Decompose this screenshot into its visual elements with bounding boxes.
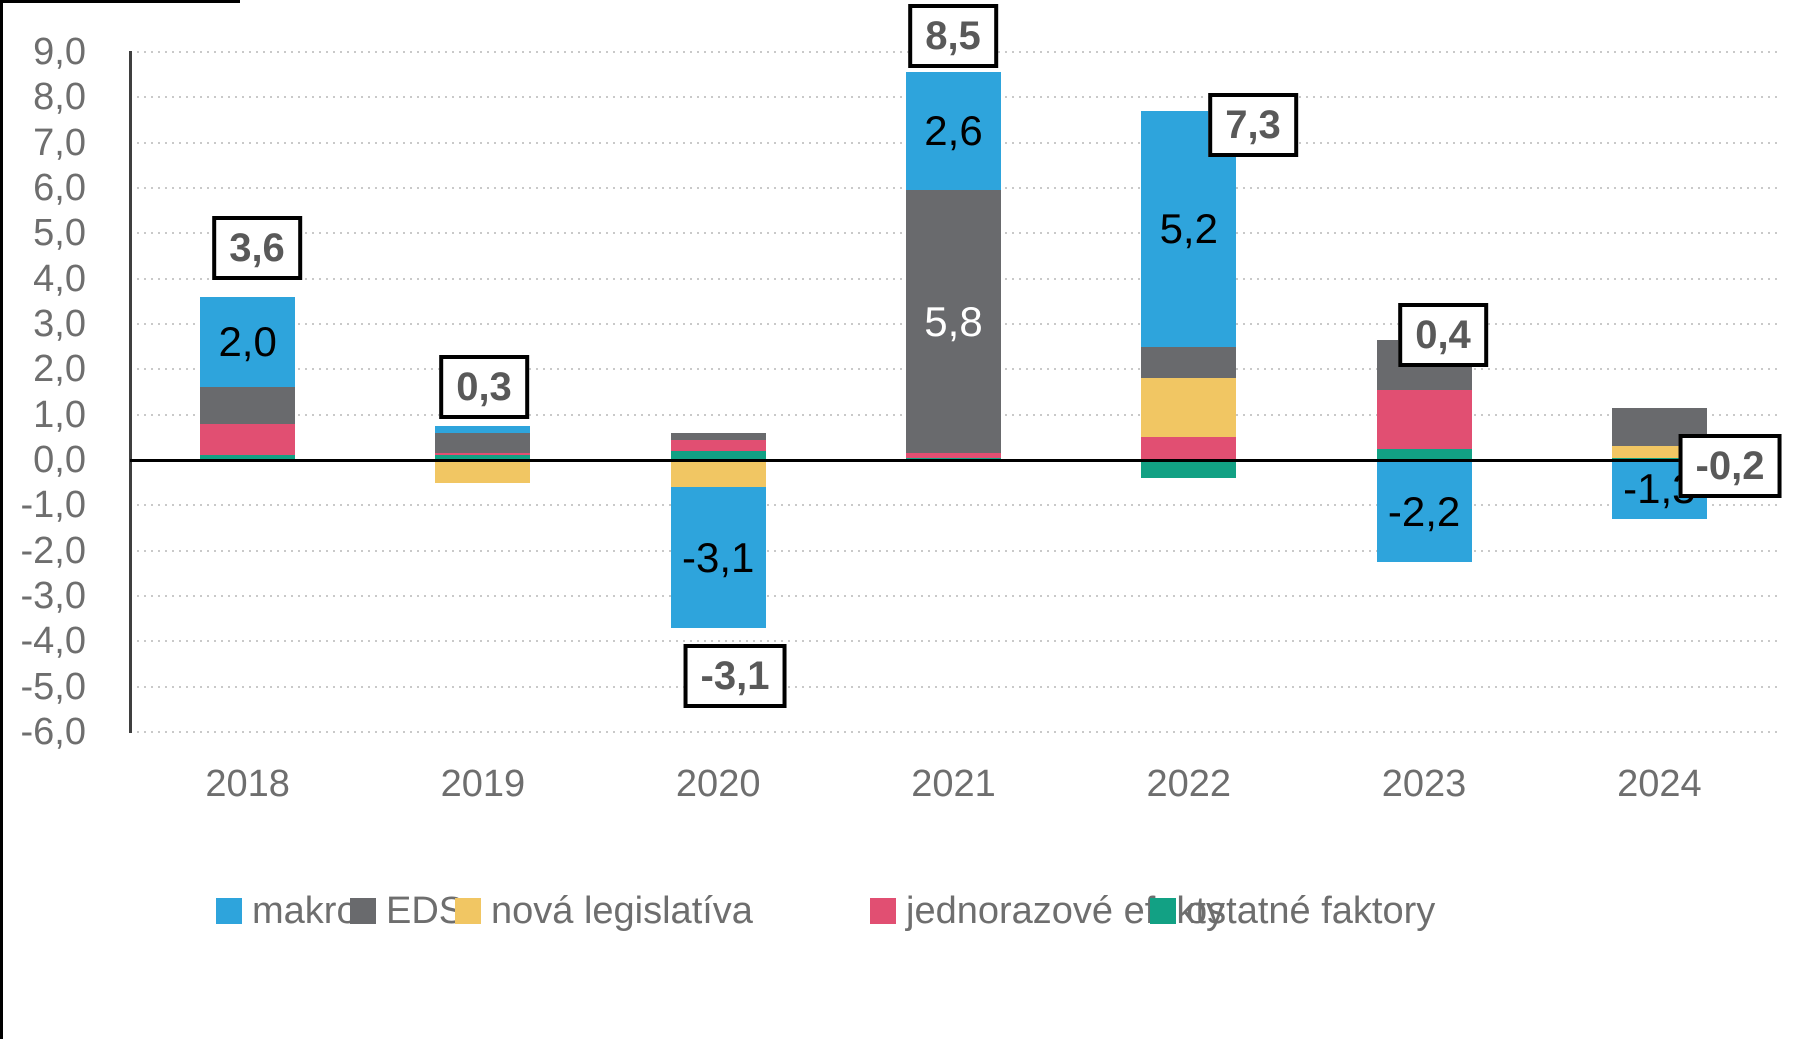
x-tick-label-2019: 2019 bbox=[440, 763, 526, 805]
legend-label: ostatné faktory bbox=[1186, 890, 1436, 932]
bar-value-label-2018: 2,0 bbox=[218, 318, 277, 366]
x-tick-label-2022: 2022 bbox=[1146, 763, 1232, 805]
y-axis-line bbox=[129, 50, 132, 734]
bar-segment-jednorazové efekty-2019 bbox=[435, 453, 531, 456]
bar-segment-makro-2023 bbox=[1376, 462, 1472, 563]
bar-segment-nová legislatíva-2022 bbox=[1141, 378, 1237, 438]
legend-item-nová legislatíva: nová legislatíva bbox=[455, 891, 753, 931]
y-tick-label: 7,0 bbox=[33, 121, 86, 164]
legend-swatch-icon bbox=[870, 898, 896, 924]
gridline--2,0 bbox=[130, 549, 1777, 552]
bar-segment-jednorazové efekty-2020 bbox=[670, 439, 766, 451]
bar-segment-nová legislatíva-2019 bbox=[435, 460, 531, 483]
y-tick-label: 3,0 bbox=[33, 302, 86, 345]
total-label-2021: 8,5 bbox=[908, 4, 998, 68]
total-label-2018: 3,6 bbox=[212, 216, 302, 280]
y-tick-label: -1,0 bbox=[20, 484, 86, 527]
bar-segment-makro-2021 bbox=[906, 72, 1001, 191]
x-tick-label-2020: 2020 bbox=[675, 763, 761, 805]
x-tick-label-2024: 2024 bbox=[1617, 763, 1702, 805]
bar-segment-ostatné faktory-2019 bbox=[435, 455, 531, 460]
legend-item-EDS: EDS bbox=[350, 891, 464, 931]
y-tick-label: 4,0 bbox=[33, 257, 86, 300]
y-tick-label: 8,0 bbox=[33, 76, 86, 119]
bar-segment-EDS-2018 bbox=[200, 387, 296, 424]
bar-segment-jednorazové efekty-2021 bbox=[906, 453, 1001, 458]
legend-swatch-icon bbox=[455, 898, 481, 924]
page-left-border bbox=[0, 0, 3, 1039]
bar-segment-jednorazové efekty-2023 bbox=[1376, 389, 1472, 449]
x-tick-label-2018: 2018 bbox=[205, 763, 290, 805]
total-label-2023: 0,4 bbox=[1398, 303, 1488, 367]
bar-segment-nová legislatíva-2024 bbox=[1611, 446, 1707, 458]
total-label-2022: 7,3 bbox=[1208, 93, 1298, 157]
page-top-border bbox=[0, 0, 240, 3]
bar-segment-ostatné faktory-2022 bbox=[1141, 460, 1237, 479]
legend-swatch-icon bbox=[1150, 898, 1176, 924]
bar-segment-EDS-2019 bbox=[435, 432, 531, 454]
legend-swatch-icon bbox=[350, 898, 376, 924]
legend-label: makro bbox=[252, 890, 358, 932]
legend-item-ostatné faktory: ostatné faktory bbox=[1150, 891, 1435, 931]
gridline--4,0 bbox=[130, 640, 1777, 643]
total-label-2019: 0,3 bbox=[439, 355, 529, 419]
y-tick-label: 1,0 bbox=[33, 393, 86, 436]
bar-segment-ostatné faktory-2023 bbox=[1376, 448, 1472, 460]
gridline--1,0 bbox=[130, 504, 1777, 507]
zero-axis-line bbox=[130, 458, 1777, 462]
bar-value-label-2021: 5,8 bbox=[924, 297, 983, 345]
bar-segment-ostatné faktory-2020 bbox=[670, 450, 766, 460]
legend-item-makro: makro bbox=[216, 891, 358, 931]
bar-segment-makro-2019 bbox=[435, 425, 531, 433]
bar-segment-jednorazové efekty-2018 bbox=[200, 423, 296, 456]
bar-segment-EDS-2021 bbox=[906, 190, 1001, 454]
y-tick-label: -2,0 bbox=[20, 529, 86, 572]
bar-value-label-2020: -3,1 bbox=[682, 533, 755, 581]
gridline--6,0 bbox=[130, 731, 1777, 734]
bar-segment-jednorazové efekty-2022 bbox=[1141, 437, 1237, 460]
bar-value-label-2022: 5,2 bbox=[1159, 204, 1218, 252]
total-label-2024: -0,2 bbox=[1678, 434, 1782, 498]
bar-segment-makro-2020 bbox=[670, 487, 766, 628]
y-tick-label: 9,0 bbox=[33, 30, 86, 73]
total-label-2020: -3,1 bbox=[683, 644, 787, 708]
y-tick-label: 0,0 bbox=[33, 439, 86, 481]
bar-value-label-2021: 2,6 bbox=[924, 107, 983, 155]
legend-swatch-icon bbox=[216, 898, 242, 924]
y-tick-label: 2,0 bbox=[33, 348, 86, 391]
y-tick-label: 6,0 bbox=[33, 166, 86, 209]
bar-value-label-2023: -2,2 bbox=[1387, 488, 1461, 536]
bar-segment-ostatné faktory-2018 bbox=[200, 455, 296, 460]
legend-label: EDS bbox=[386, 890, 465, 932]
y-tick-label: -3,0 bbox=[20, 575, 86, 618]
y-tick-label: -5,0 bbox=[20, 665, 86, 708]
y-tick-label: -6,0 bbox=[20, 711, 86, 754]
bar-segment-makro-2018 bbox=[200, 296, 296, 388]
x-tick-label-2021: 2021 bbox=[911, 763, 996, 805]
gridline--3,0 bbox=[130, 595, 1777, 598]
y-tick-label: 5,0 bbox=[33, 212, 86, 255]
bar-segment-EDS-2022 bbox=[1141, 346, 1237, 379]
bar-segment-nová legislatíva-2020 bbox=[670, 460, 766, 488]
y-tick-label: -4,0 bbox=[20, 620, 86, 663]
bar-segment-EDS-2020 bbox=[670, 432, 766, 440]
legend-label: nová legislatíva bbox=[491, 890, 753, 932]
gridline--5,0 bbox=[130, 685, 1777, 688]
x-tick-label-2023: 2023 bbox=[1381, 763, 1467, 805]
